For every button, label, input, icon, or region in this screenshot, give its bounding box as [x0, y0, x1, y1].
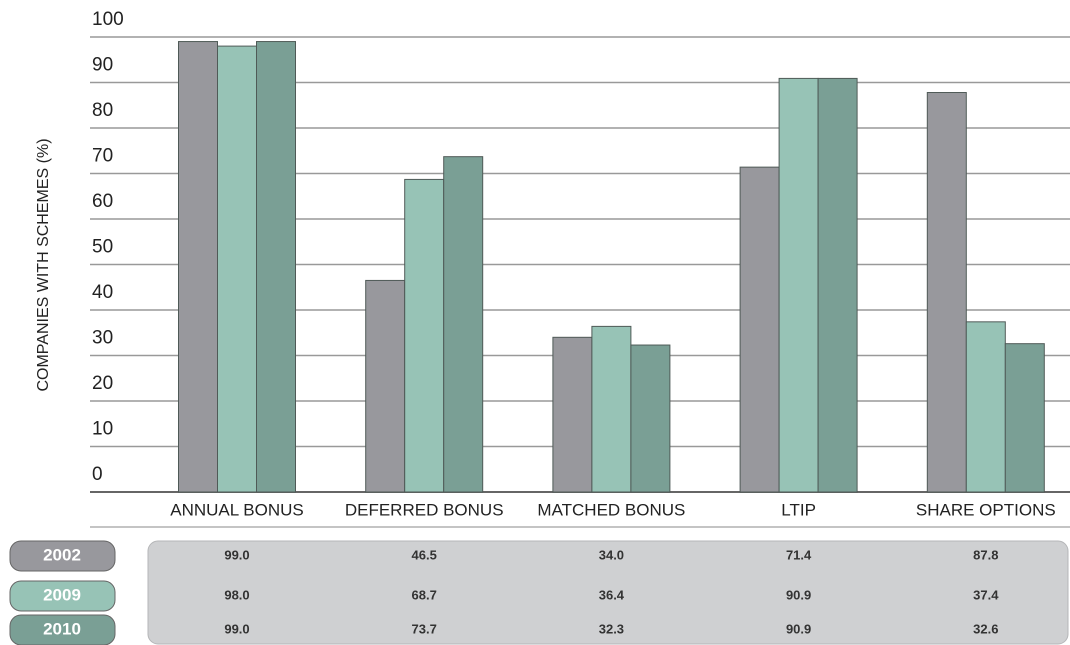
y-tick-label: 60 [92, 191, 113, 212]
bar [443, 156, 484, 493]
x-tick-label: MATCHED BONUS [537, 500, 685, 519]
x-tick-label: DEFERRED BONUS [345, 500, 504, 519]
y-axis-label: COMPANIES WITH SCHEMES (%) [35, 138, 52, 391]
bar [552, 336, 593, 493]
y-tick-label: 50 [92, 237, 113, 258]
bar [256, 41, 296, 493]
bar [365, 279, 406, 493]
table-cell: 36.4 [599, 587, 625, 602]
legend-pill [9, 580, 116, 612]
y-tick-label: 40 [92, 282, 113, 303]
bar [1004, 343, 1045, 493]
bar [178, 41, 218, 493]
y-tick-label: 80 [92, 100, 113, 121]
table-cell: 90.9 [786, 621, 811, 636]
y-tick-label: 70 [92, 146, 113, 167]
legend-label: 2010 [43, 619, 81, 638]
bar [630, 344, 671, 493]
table-cell: 98.0 [224, 587, 249, 602]
table-cell: 99.0 [224, 621, 249, 636]
table-cell: 46.5 [412, 547, 437, 562]
bar [739, 166, 780, 493]
table-cell: 71.4 [786, 547, 812, 562]
table-cell: 99.0 [224, 547, 249, 562]
table-cell: 68.7 [412, 587, 437, 602]
bar [965, 321, 1006, 493]
y-tick-label: 20 [92, 373, 113, 394]
x-tick-label: ANNUAL BONUS [170, 500, 304, 519]
y-tick-label: 0 [92, 464, 103, 485]
bar [404, 178, 445, 493]
y-tick-label: 100 [92, 9, 124, 30]
y-tick-label: 10 [92, 419, 113, 440]
legend-label: 2002 [43, 545, 81, 564]
table-cell: 87.8 [973, 547, 998, 562]
bar [926, 92, 967, 493]
table-cell: 32.6 [973, 621, 998, 636]
table-cell: 34.0 [599, 547, 624, 562]
table-cell: 32.3 [599, 621, 624, 636]
bar [817, 77, 858, 493]
legend-pill [9, 614, 116, 645]
legend-label: 2009 [43, 585, 81, 604]
table-box [147, 540, 1069, 645]
bar [591, 325, 632, 493]
table-cell: 73.7 [412, 621, 437, 636]
bar [778, 77, 819, 493]
bar [217, 45, 257, 493]
x-tick-label: LTIP [781, 500, 816, 519]
y-tick-label: 30 [92, 328, 113, 349]
legend-pill [9, 540, 116, 572]
y-tick-label: 90 [92, 55, 113, 76]
x-tick-label: SHARE OPTIONS [916, 500, 1056, 519]
table-cell: 90.9 [786, 587, 811, 602]
table-cell: 37.4 [973, 587, 999, 602]
